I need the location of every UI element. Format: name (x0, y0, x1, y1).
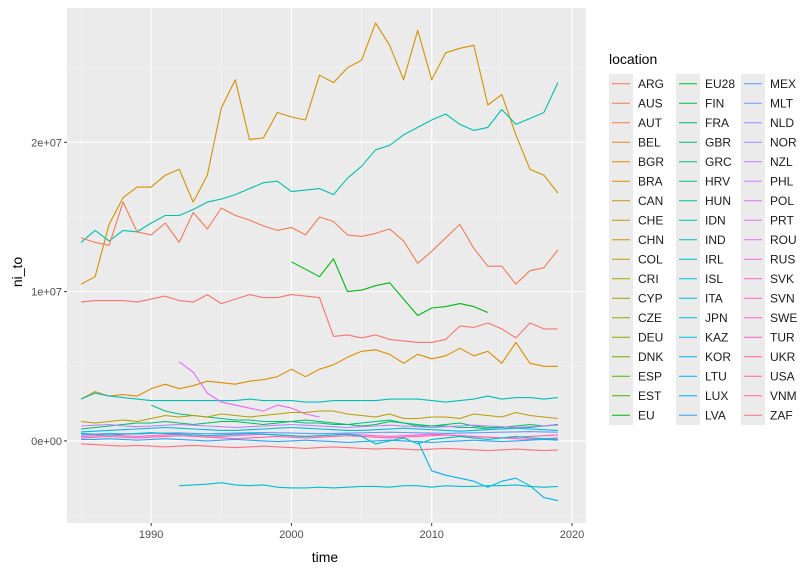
legend-label-cyp: CYP (638, 291, 663, 305)
legend-label-nld: NLD (770, 116, 794, 130)
legend-label-lux: LUX (705, 389, 728, 403)
series-line-prt (178, 361, 320, 418)
legend-label-esp: ESP (638, 369, 662, 383)
legend-label-cze: CZE (638, 311, 662, 325)
legend-label-aut: AUT (638, 116, 663, 130)
series-line-kaz (417, 440, 559, 502)
legend-label-jpn: JPN (705, 311, 728, 325)
plot-panel (67, 8, 586, 523)
legend-label-ind: IND (705, 233, 726, 247)
series-line-ind (80, 392, 558, 403)
x-tick-label: 2020 (560, 529, 584, 541)
legend-label-phl: PHL (770, 174, 794, 188)
legend-label-dnk: DNK (638, 350, 663, 364)
legend-label-fin: FIN (705, 96, 724, 110)
series-line-grc (150, 404, 558, 430)
legend-label-vnm: VNM (770, 389, 797, 403)
legend-label-swe: SWE (770, 311, 797, 325)
legend-label-aus: AUS (638, 96, 663, 110)
series-line-nzl (80, 423, 558, 429)
legend-label-lva: LVA (705, 408, 726, 422)
legend-label-ukr: UKR (770, 350, 796, 364)
legend-label-mlt: MLT (770, 96, 794, 110)
series-line-arg (80, 294, 558, 343)
legend-label-bgr: BGR (638, 155, 664, 169)
legend-label-cri: CRI (638, 272, 659, 286)
legend-label-kor: KOR (705, 350, 731, 364)
x-tick-label: 2000 (279, 529, 303, 541)
legend-label-rus: RUS (770, 252, 795, 266)
series-line-zaf (80, 443, 558, 452)
series-line-can (80, 22, 559, 285)
legend-label-irl: IRL (705, 252, 724, 266)
legend-label-chn: CHN (638, 233, 664, 247)
series-line-fra (80, 419, 558, 430)
legend-label-ltu: LTU (705, 369, 727, 383)
legend-label-mex: MEX (770, 77, 796, 91)
legend-title: location (609, 51, 657, 67)
legend-label-eu: EU (638, 408, 655, 422)
x-tick-label: 1990 (139, 529, 163, 541)
legend-label-grc: GRC (705, 155, 732, 169)
legend-label-svk: SVK (770, 272, 794, 286)
legend-label-bel: BEL (638, 135, 661, 149)
legend-label-zaf: ZAF (770, 408, 793, 422)
legend-label-bra: BRA (638, 174, 663, 188)
legend-label-rou: ROU (770, 233, 797, 247)
series-line-idn (80, 82, 559, 243)
legend-label-est: EST (638, 389, 662, 403)
series-line-isl (179, 482, 558, 489)
x-tick-label: 2010 (419, 529, 443, 541)
y-tick-label: 1e+07 (31, 287, 62, 299)
legend-label-deu: DEU (638, 330, 663, 344)
series-line-jpn (80, 426, 558, 433)
series-line-lva (81, 438, 558, 443)
legend-label-fra: FRA (705, 116, 729, 130)
y-axis: 0e+00 1e+07 2e+07 (31, 137, 67, 448)
legend-label-idn: IDN (705, 213, 726, 227)
series-line-eu (291, 258, 489, 317)
series-line-bra (80, 341, 558, 400)
legend-label-tur: TUR (770, 330, 795, 344)
legend-label-ita: ITA (705, 291, 723, 305)
series-line-col (80, 410, 558, 424)
legend-label-nor: NOR (770, 135, 797, 149)
series-line-tur (80, 434, 558, 440)
legend-label-col: COL (638, 252, 663, 266)
legend-label-svn: SVN (770, 291, 795, 305)
legend-label-eu28: EU28 (705, 77, 735, 91)
x-axis-title: time (312, 549, 339, 565)
legend-label-isl: ISL (705, 272, 723, 286)
legend-label-usa: USA (770, 369, 795, 383)
legend-label-pol: POL (770, 194, 794, 208)
legend-label-nzl: NZL (770, 155, 793, 169)
legend-label-kaz: KAZ (705, 330, 728, 344)
legend-label-arg: ARG (638, 77, 664, 91)
legend-label-hrv: HRV (705, 174, 730, 188)
series-line-irl (80, 432, 558, 445)
legend: location ARG AUS AUT BEL BGR BRA CAN CHE CHN COL C… (609, 51, 797, 425)
series-line-aus (80, 201, 559, 285)
y-axis-title: ni_to (9, 257, 25, 288)
y-tick-label: 0e+00 (31, 436, 62, 448)
y-tick-label: 2e+07 (31, 137, 62, 149)
legend-label-che: CHE (638, 213, 663, 227)
legend-label-can: CAN (638, 194, 663, 208)
legend-label-prt: PRT (770, 213, 794, 227)
x-axis: 1990 2000 2010 2020 (139, 523, 584, 541)
legend-label-hun: HUN (705, 194, 731, 208)
legend-label-gbr: GBR (705, 135, 731, 149)
